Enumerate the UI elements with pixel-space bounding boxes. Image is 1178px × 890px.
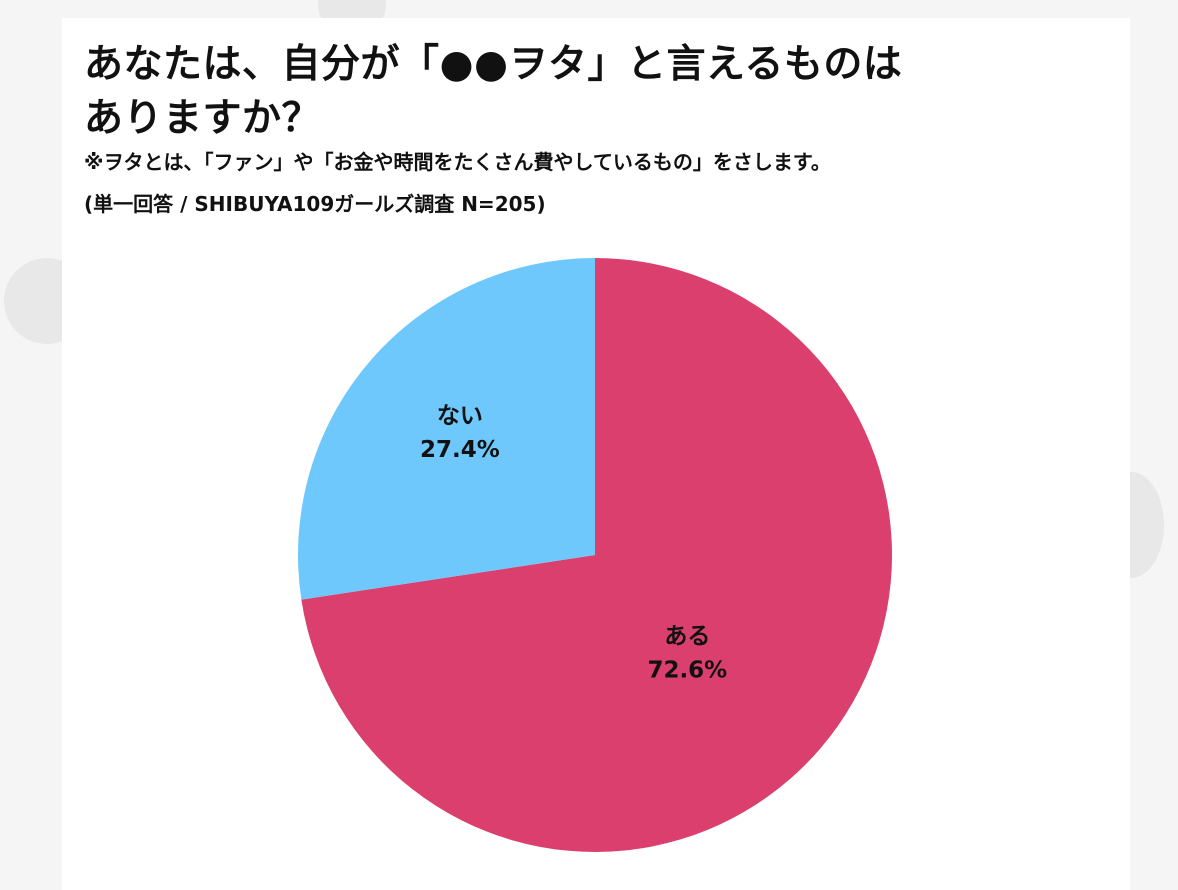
slice-percentage-label-0: 72.6% — [647, 657, 727, 683]
slice-category-label-0: ある — [664, 623, 710, 649]
chart-title: あなたは、自分が「●●ヲタ」と言えるものは ありますか？ — [84, 38, 1084, 146]
chart-title-line-1: あなたは、自分が「●●ヲタ」と言えるものは — [84, 42, 903, 87]
pie-slice-0 — [301, 258, 892, 853]
definition-note: ※ヲタとは、「ファン」や「お金や時間をたくさん費やしているもの」をさします。 — [84, 150, 831, 174]
chart-title-line-2: ありますか？ — [84, 96, 322, 141]
survey-info: (単一回答 / SHIBUYA109ガールズ調査 N=205) — [84, 192, 546, 216]
slice-category-label-1: ない — [437, 403, 483, 429]
slice-percentage-label-1: 27.4% — [420, 437, 500, 463]
pie-slice-1 — [298, 258, 595, 600]
